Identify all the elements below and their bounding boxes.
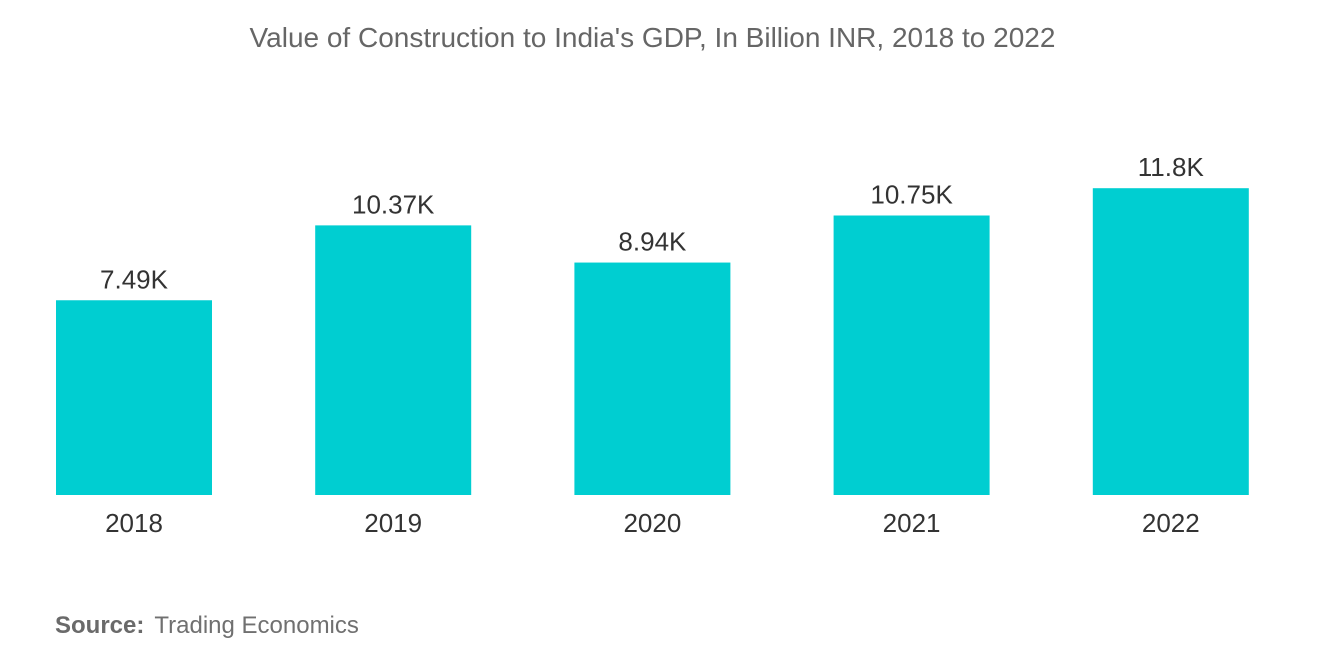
source-text: Trading Economics	[154, 612, 359, 639]
data-label-2020: 8.94K	[618, 227, 687, 257]
x-tick-label-2020: 2020	[623, 508, 681, 538]
x-tick-label-2022: 2022	[1142, 508, 1200, 538]
x-tick-label-2021: 2021	[883, 508, 941, 538]
bar-2022	[1092, 188, 1249, 495]
data-label-2021: 10.75K	[870, 180, 953, 210]
bar-2020	[574, 262, 731, 495]
x-tick-label-2018: 2018	[105, 508, 163, 538]
bar-2021	[833, 215, 990, 495]
x-tick-label-2019: 2019	[364, 508, 422, 538]
data-label-2022: 11.8K	[1138, 152, 1205, 182]
bar-2018	[56, 300, 212, 495]
data-label-2019: 10.37K	[352, 189, 435, 219]
source-label: Source:	[55, 612, 145, 639]
chart-title: Value of Construction to India's GDP, In…	[249, 22, 1056, 53]
data-label-2018: 7.49K	[100, 264, 169, 294]
bar-2019	[315, 225, 472, 495]
source-note: Source: Trading Economics	[55, 612, 359, 640]
